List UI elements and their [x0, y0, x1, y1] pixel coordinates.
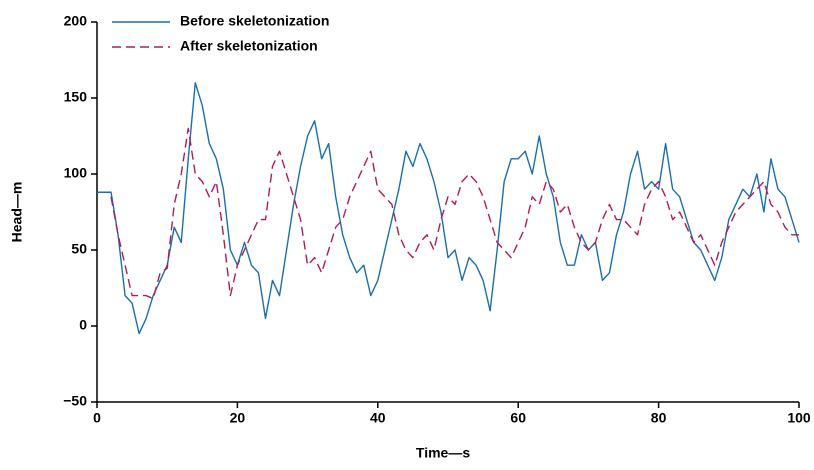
x-tick-label: 80 [651, 410, 667, 426]
x-tick-label: 0 [93, 410, 101, 426]
legend-label: After skeletonization [180, 38, 318, 54]
y-tick-label: 100 [64, 165, 88, 181]
y-tick-label: 0 [79, 317, 87, 333]
y-tick-label: 150 [64, 89, 88, 105]
x-tick-label: 20 [230, 410, 246, 426]
x-axis-label: Time—s [416, 445, 470, 461]
x-tick-label: 100 [787, 410, 811, 426]
series-line [110, 127, 799, 300]
legend-label: Before skeletonization [180, 13, 329, 29]
x-tick-label: 40 [370, 410, 386, 426]
series-line [97, 82, 800, 335]
x-tick-label: 60 [510, 410, 526, 426]
y-tick-label: 50 [71, 241, 87, 257]
y-tick-label: −50 [63, 393, 87, 409]
y-tick-label: 200 [64, 13, 88, 29]
y-axis-label: Head—m [9, 182, 25, 243]
